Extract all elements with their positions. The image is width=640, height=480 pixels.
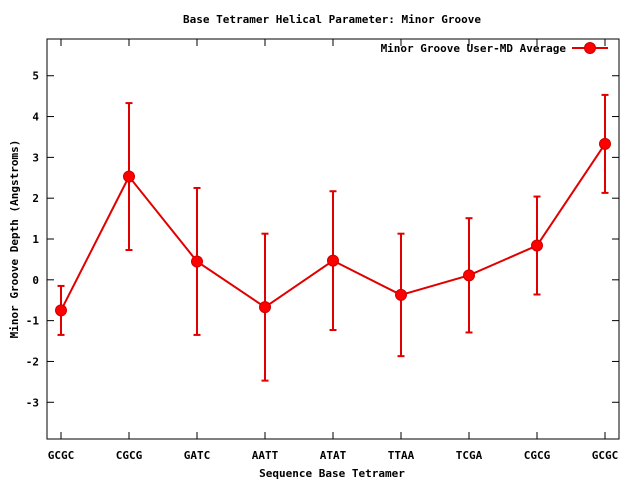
y-tick-label: -2 xyxy=(26,355,39,368)
x-tick-label: CGCG xyxy=(116,449,143,462)
x-tick-label: GATC xyxy=(184,449,211,462)
legend: Minor Groove User-MD Average xyxy=(381,42,608,55)
y-axis-label: Minor Groove Depth (Angstroms) xyxy=(8,140,21,339)
data-point xyxy=(599,137,611,150)
data-point xyxy=(531,239,543,252)
axes: -3 -2 -1 0 1 2 3 4 5 GCGC CGCG GATC AATT ATAT TTAA TCGA… xyxy=(26,39,619,462)
x-tick-label: TCGA xyxy=(456,449,483,462)
x-tick-label: TTAA xyxy=(388,449,415,462)
y-tick-label: -3 xyxy=(26,396,39,409)
x-tick-label: GCGC xyxy=(592,449,619,462)
data-point xyxy=(463,269,475,282)
series-layer xyxy=(55,93,611,382)
data-point xyxy=(55,304,67,317)
y-tick-label: 1 xyxy=(32,233,39,246)
y-tick-label: 2 xyxy=(32,192,39,205)
data-point xyxy=(123,170,135,183)
data-point xyxy=(327,254,339,267)
x-tick-label: GCGC xyxy=(48,449,75,462)
legend-marker xyxy=(584,42,596,54)
x-axis-label: Sequence Base Tetramer xyxy=(259,467,405,480)
y-tick-label: 3 xyxy=(32,151,39,164)
data-point xyxy=(259,301,271,314)
y-tick-label: -1 xyxy=(26,315,40,328)
x-tick-label: ATAT xyxy=(320,449,347,462)
y-tick-label: 0 xyxy=(32,274,39,287)
chart-title: Base Tetramer Helical Parameter: Minor G… xyxy=(183,13,481,26)
x-tick-label: AATT xyxy=(252,449,279,462)
data-point xyxy=(395,288,407,301)
x-tick-label: CGCG xyxy=(524,449,551,462)
y-tick-label: 4 xyxy=(32,111,39,124)
data-point xyxy=(191,255,203,268)
y-tick-label: 5 xyxy=(32,70,39,83)
legend-label: Minor Groove User-MD Average xyxy=(381,42,567,55)
